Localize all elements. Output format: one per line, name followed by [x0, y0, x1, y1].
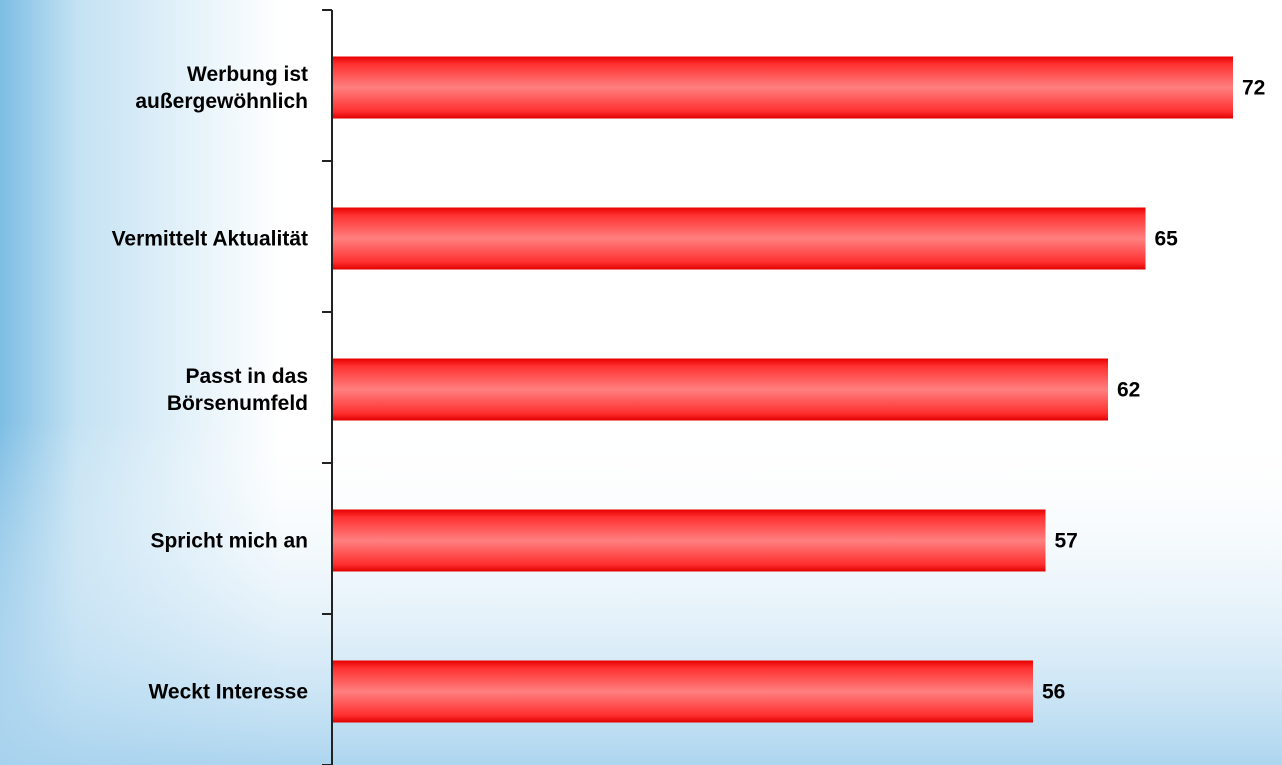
category-label: Spricht mich an [150, 530, 308, 553]
data-label: 65 [1155, 228, 1179, 251]
category-label: Vermittelt Aktualität [112, 228, 308, 251]
category-label: Werbung ist außergewöhnlich [135, 63, 308, 113]
data-label: 62 [1117, 379, 1140, 402]
category-label: Passt in das Börsenumfeld [167, 365, 308, 415]
bar [333, 660, 1033, 723]
category-label: Weckt Interesse [148, 681, 308, 704]
bar [333, 56, 1233, 119]
bar [333, 509, 1046, 572]
data-label: 56 [1042, 681, 1065, 704]
bar [333, 358, 1108, 421]
data-label: 72 [1242, 77, 1265, 100]
bar [333, 207, 1146, 270]
data-label: 57 [1055, 530, 1078, 553]
